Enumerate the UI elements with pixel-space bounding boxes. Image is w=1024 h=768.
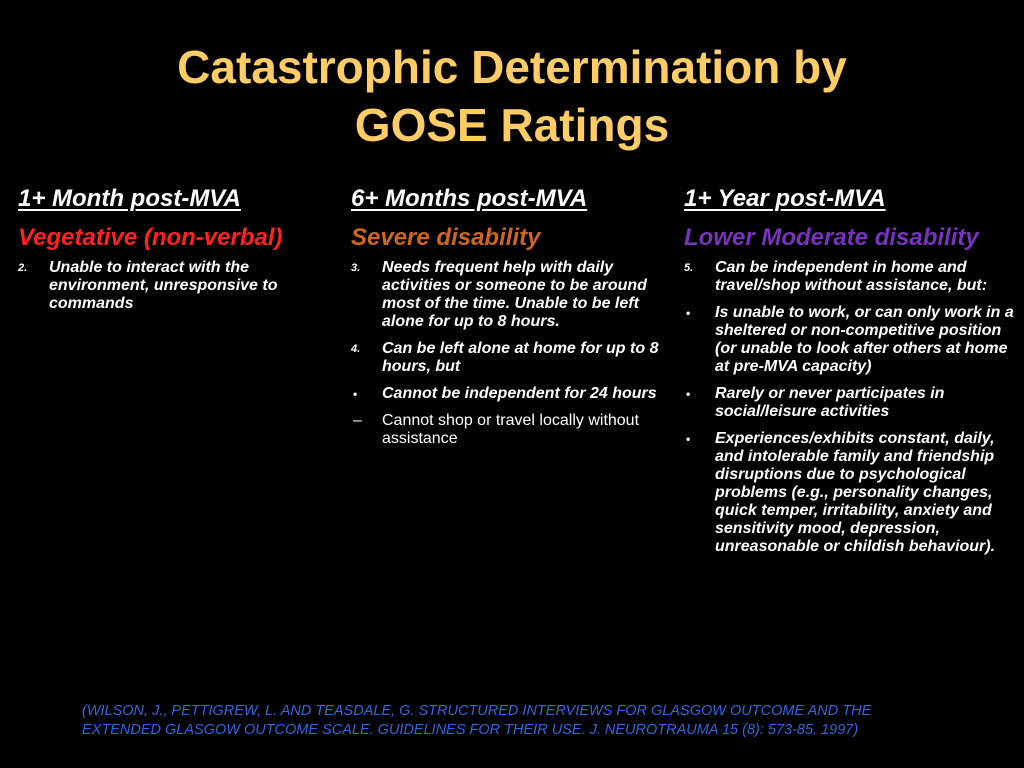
item-text: Experiences/exhibits constant, daily, an… — [715, 430, 996, 555]
column-subheading-lower-moderate: Lower Moderate disability — [684, 224, 979, 251]
item-text: Is unable to work, or can only work in a… — [715, 304, 1014, 375]
slide-title: Catastrophic Determination by GOSE Ratin… — [0, 38, 1024, 154]
item-number: 4. — [351, 343, 361, 355]
item-text: Cannot shop or travel locally without as… — [382, 412, 640, 447]
item-text: Can be independent in home and travel/sh… — [715, 259, 988, 294]
column-heading: 1+ Year post-MVA — [684, 185, 886, 212]
list-item: 4. Can be left alone at home for up to 8… — [351, 340, 683, 376]
item-number: 2. — [18, 262, 28, 274]
bullet-icon: • — [686, 387, 691, 401]
bullet-icon: • — [686, 432, 691, 446]
item-text: Needs frequent help with daily activitie… — [382, 259, 647, 330]
list-item: – Cannot shop or travel locally without … — [351, 412, 683, 448]
column-heading: 6+ Months post-MVA — [351, 185, 588, 212]
title-line-1: Catastrophic Determination by — [177, 41, 847, 93]
list-item: • Experiences/exhibits constant, daily, … — [684, 430, 1019, 556]
column-heading: 1+ Month post-MVA — [18, 185, 241, 212]
column-1-year: 1+ Year post-MVA Lower Moderate disabili… — [684, 184, 1019, 565]
column-1-month: 1+ Month post-MVA Vegetative (non-verbal… — [18, 184, 343, 322]
item-text: Can be left alone at home for up to 8 ho… — [382, 340, 659, 375]
bullet-icon: • — [353, 387, 358, 401]
item-text: Rarely or never participates in social/l… — [715, 385, 945, 420]
list-item: • Cannot be independent for 24 hours — [351, 385, 683, 403]
title-line-2: GOSE Ratings — [354, 99, 670, 151]
column-6-months: 6+ Months post-MVA Severe disability 3. … — [351, 184, 683, 457]
list-item: 2. Unable to interact with the environme… — [18, 259, 343, 313]
dash-icon: – — [353, 412, 362, 429]
column-subheading-vegetative: Vegetative (non-verbal) — [18, 224, 283, 251]
column-subheading-severe: Severe disability — [351, 224, 541, 251]
list-item: • Is unable to work, or can only work in… — [684, 304, 1019, 376]
list-item: 3. Needs frequent help with daily activi… — [351, 259, 683, 331]
citation: (WILSON, J., PETTIGREW, L. AND TEASDALE,… — [82, 703, 872, 738]
item-text: Unable to interact with the environment,… — [49, 259, 278, 312]
item-number: 5. — [684, 262, 694, 274]
item-list: 3. Needs frequent help with daily activi… — [351, 259, 683, 448]
bullet-icon: • — [686, 306, 691, 320]
item-number: 3. — [351, 262, 361, 274]
item-list: 5. Can be independent in home and travel… — [684, 259, 1019, 556]
list-item: 5. Can be independent in home and travel… — [684, 259, 1019, 295]
list-item: • Rarely or never participates in social… — [684, 385, 1019, 421]
item-text: Cannot be independent for 24 hours — [382, 385, 657, 402]
item-list: 2. Unable to interact with the environme… — [18, 259, 343, 313]
